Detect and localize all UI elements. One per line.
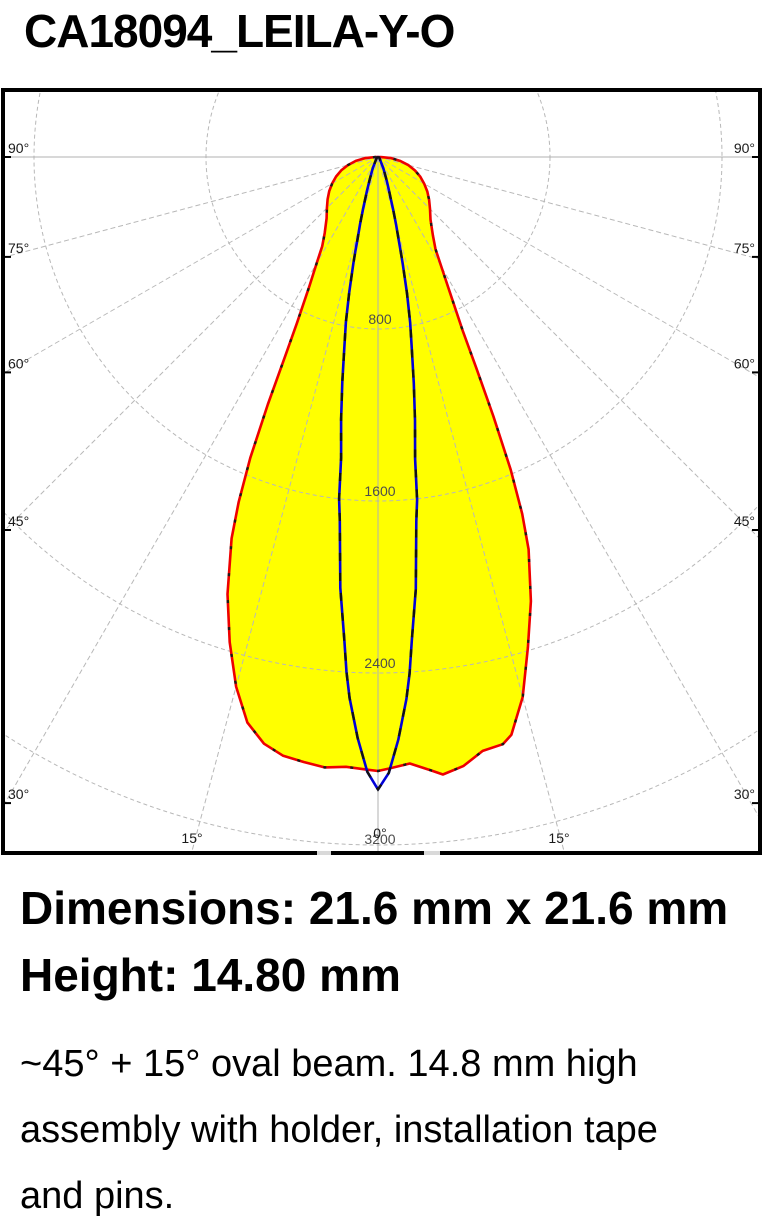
angle-label-bottom: 15° <box>181 830 202 846</box>
angle-label-left: 30° <box>8 786 29 802</box>
page-title: CA18094_LEILA-Y-O <box>24 5 455 57</box>
height-line: Height: 14.80 mm <box>20 949 401 1001</box>
angle-label-left: 60° <box>8 355 29 371</box>
angle-label-right: 90° <box>734 140 755 156</box>
angle-label-left: 45° <box>8 513 29 529</box>
ring-label: 3200 <box>364 831 395 847</box>
ring-label: 1600 <box>364 483 395 499</box>
polar-chart-frame: 800 1600 2400 3200 0° 90° 90° 75° 75° 60° 60° 45° 45… <box>1 88 762 855</box>
ring-label: 2400 <box>364 655 395 671</box>
angle-label-0: 0° <box>373 825 386 841</box>
description-block: ~45° + 15° oval beam. 14.8 mm high assem… <box>20 1031 773 1229</box>
description-line: and pins. <box>20 1175 175 1217</box>
angle-label-right: 60° <box>734 355 755 371</box>
border-gap-left <box>317 851 331 855</box>
border-ticks <box>5 156 758 805</box>
description-line: assembly with holder, installation tape <box>20 1109 658 1151</box>
angle-label-left: 75° <box>8 240 29 256</box>
dimensions-line: Dimensions: 21.6 mm x 21.6 mm <box>20 882 729 934</box>
spec-section: Dimensions: 21.6 mm x 21.6 mm Height: 14… <box>20 883 773 1229</box>
border-gap-right <box>424 851 440 855</box>
angle-label-bottom: 15° <box>548 830 569 846</box>
angle-label-right: 45° <box>734 513 755 529</box>
beam-fill-layer <box>227 157 531 775</box>
narrow-beam-dash <box>337 155 419 792</box>
description-line: ~45° + 15° oval beam. 14.8 mm high <box>20 1043 638 1085</box>
angle-label-right: 75° <box>734 240 755 256</box>
polar-grid <box>5 92 758 851</box>
ring-label: 800 <box>368 311 392 327</box>
angle-label-right: 30° <box>734 786 755 802</box>
angle-label-left: 90° <box>8 140 29 156</box>
beam-curves <box>226 155 533 792</box>
